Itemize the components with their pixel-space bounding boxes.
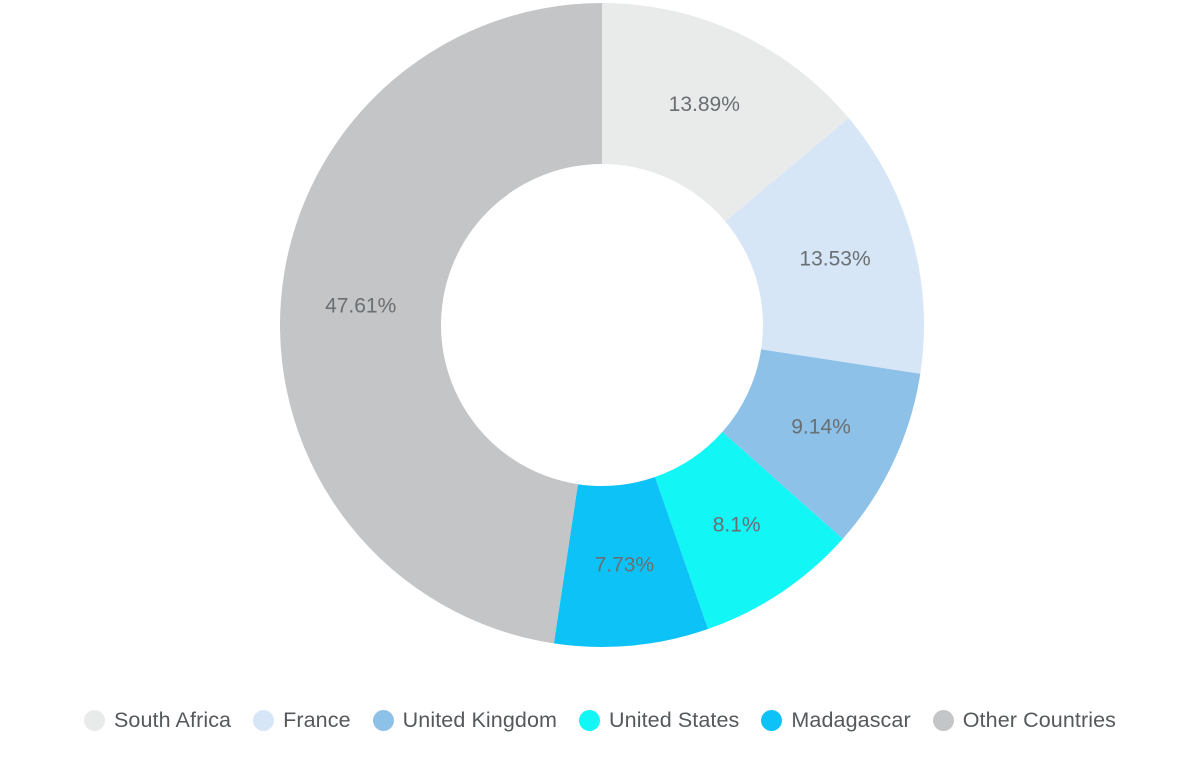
legend-swatch-icon <box>83 709 105 731</box>
slice-value-label: 9.14% <box>791 415 851 438</box>
donut-slice-labels-group: 13.89% 13.53% 9.14% 8.1% 7.73% 47.61% <box>325 93 871 576</box>
donut-slice[interactable] <box>655 431 843 630</box>
legend-item[interactable]: Madagascar <box>761 707 911 733</box>
legend-item[interactable]: France <box>253 708 351 733</box>
donut-slice[interactable] <box>722 349 921 539</box>
legend-swatch-icon <box>253 709 275 731</box>
legend-swatch-icon <box>932 709 954 731</box>
legend-item[interactable]: South Africa <box>83 707 232 733</box>
legend-item-label: Madagascar <box>791 707 911 732</box>
chart-plot-area: 13.89% 13.53% 9.14% 8.1% 7.73% 47.61% <box>279 3 925 647</box>
legend-item-label: South Africa <box>113 707 232 732</box>
legend-item[interactable]: United States <box>579 708 739 733</box>
legend-item-label: France <box>283 707 351 732</box>
legend-item-label: United Kingdom <box>402 707 558 732</box>
legend-item[interactable]: Other Countries <box>932 707 1116 733</box>
donut-slice[interactable] <box>725 118 925 374</box>
slice-value-label: 13.53% <box>799 247 870 270</box>
legend-item[interactable]: United Kingdom <box>372 707 558 733</box>
slice-value-label: 47.61% <box>325 294 396 317</box>
donut-slices-group <box>279 3 925 647</box>
legend-swatch-icon <box>579 709 601 731</box>
slice-value-label: 13.89% <box>669 93 740 116</box>
donut-slice[interactable] <box>602 3 849 222</box>
chart-legend: South Africa France United Kingdom United S… <box>0 690 1200 750</box>
slice-value-label: 8.1% <box>713 514 761 537</box>
legend-swatch-icon <box>761 709 783 731</box>
legend-item-label: Other Countries <box>962 707 1116 732</box>
slice-value-label: 7.73% <box>595 554 655 577</box>
donut-svg: 13.89% 13.53% 9.14% 8.1% 7.73% 47.61% <box>279 3 925 647</box>
legend-item-label: United States <box>609 707 740 732</box>
legend-swatch-icon <box>372 709 394 731</box>
donut-slice[interactable] <box>553 477 709 647</box>
donut-slice[interactable] <box>279 3 602 644</box>
